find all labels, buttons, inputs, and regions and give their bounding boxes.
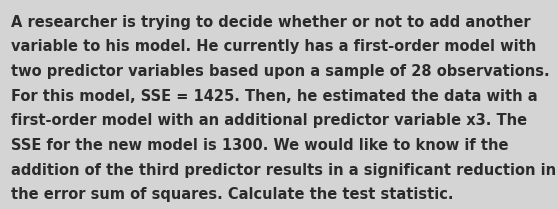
Text: For this model, SSE = 1425. Then, he estimated the data with a: For this model, SSE = 1425. Then, he est…	[11, 89, 538, 104]
Text: SSE for the new model is 1300. We would like to know if the: SSE for the new model is 1300. We would …	[11, 138, 509, 153]
Text: variable to his model. He currently has a first-order model with: variable to his model. He currently has …	[11, 39, 536, 54]
Text: first-order model with an additional predictor variable x3. The: first-order model with an additional pre…	[11, 113, 527, 128]
Text: two predictor variables based upon a sample of 28 observations.: two predictor variables based upon a sam…	[11, 64, 550, 79]
Text: A researcher is trying to decide whether or not to add another: A researcher is trying to decide whether…	[11, 15, 531, 30]
Text: addition of the third predictor results in a significant reduction in: addition of the third predictor results …	[11, 163, 556, 178]
Text: the error sum of squares. Calculate the test statistic.: the error sum of squares. Calculate the …	[11, 187, 454, 202]
